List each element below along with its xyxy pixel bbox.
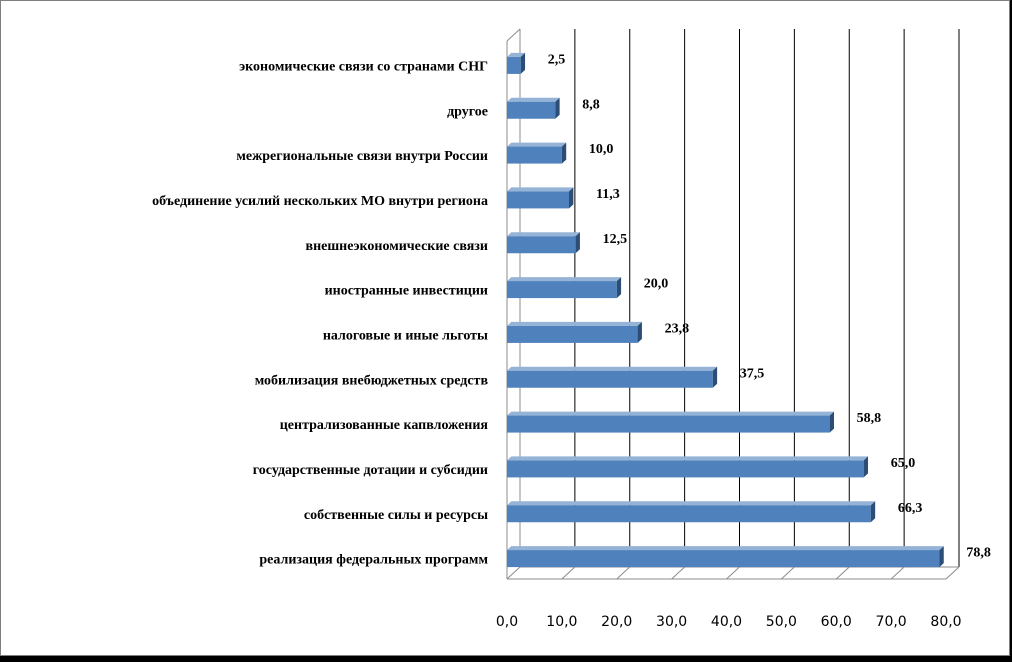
- category-label: государственные дотации и субсидии: [253, 463, 488, 478]
- x-tick-labels: 0,0 10,0 20,0 30,0 40,0 50,0 60,0 70,0 80,0: [496, 614, 962, 630]
- bar: [507, 277, 622, 299]
- bar-side-face: [637, 321, 642, 343]
- bar-top-face: [507, 232, 580, 237]
- floor-line: [671, 566, 685, 580]
- bar-front-face: [507, 415, 830, 433]
- data-label: 11,3: [596, 187, 620, 202]
- bar: [507, 97, 560, 119]
- data-label: 66,3: [898, 501, 923, 516]
- data-label: 37,5: [740, 366, 765, 381]
- data-label: 8,8: [582, 97, 600, 112]
- bars: [507, 52, 944, 568]
- bar-top-face: [507, 366, 718, 371]
- bar-front-face: [507, 281, 617, 299]
- bar: [507, 232, 580, 254]
- bar-top-face: [507, 52, 526, 57]
- floor-line: [616, 566, 631, 580]
- bar-top-face: [507, 97, 560, 102]
- category-labels: реализация федеральных программ собственн…: [152, 59, 488, 567]
- category-label: внешнеэкономические связи: [306, 239, 488, 254]
- bar-side-face: [863, 456, 869, 478]
- data-label: 23,8: [665, 321, 690, 336]
- category-label: централизованные капвложения: [280, 418, 489, 433]
- bar: [507, 142, 567, 164]
- data-label: 10,0: [589, 142, 614, 157]
- floor-line: [726, 566, 740, 580]
- x-tick-label: 70,0: [876, 614, 907, 630]
- floor-line: [835, 566, 850, 580]
- bar-side-face: [575, 232, 580, 254]
- bar-top-face: [507, 501, 876, 506]
- category-label: другое: [447, 104, 488, 119]
- bar: [507, 411, 834, 433]
- category-label: налоговые и иные льготы: [323, 328, 488, 343]
- bar: [507, 52, 526, 74]
- data-label: 20,0: [644, 277, 669, 292]
- bar-front-face: [507, 146, 562, 164]
- x-tick-label: 0,0: [496, 614, 518, 630]
- floor-line: [890, 566, 905, 580]
- category-label: мобилизация внебюджетных средств: [255, 373, 489, 388]
- floor-line: [506, 566, 521, 580]
- bar-front-face: [507, 325, 638, 343]
- bar-top-face: [507, 411, 834, 416]
- bar-top-face: [507, 546, 944, 551]
- grid-lines: [506, 28, 960, 580]
- data-label: 58,8: [857, 411, 882, 426]
- category-label: собственные силы и ресурсы: [304, 508, 488, 523]
- category-label: иностранные инвестиции: [325, 284, 488, 299]
- bar-side-face: [939, 546, 944, 568]
- category-label: межрегиональные связи внутри России: [236, 149, 488, 164]
- bar: [507, 501, 876, 523]
- data-labels: 78,8 66,3 65,0 58,8 37,5 23,8 20,0 12,5 11,3 10,0…: [548, 52, 991, 560]
- x-tick-label: 60,0: [821, 614, 852, 630]
- bar-front-face: [507, 101, 556, 119]
- bar-front-face: [507, 191, 570, 209]
- floor-line: [781, 566, 795, 580]
- bar-top-face: [507, 142, 567, 147]
- category-label: объединение усилий нескольких МО внутри …: [152, 194, 488, 209]
- x-tick-label: 30,0: [656, 614, 687, 630]
- bar-side-face: [555, 97, 560, 119]
- bar-side-face: [520, 52, 526, 74]
- bar-side-face: [569, 187, 574, 209]
- bar-top-face: [507, 321, 642, 326]
- bar-side-face: [712, 366, 718, 388]
- bar-side-face: [829, 411, 834, 433]
- data-label: 78,8: [966, 546, 991, 561]
- bar: [507, 321, 642, 343]
- bar: [507, 456, 869, 478]
- x-tick-label: 50,0: [766, 614, 797, 630]
- bar-front-face: [507, 236, 576, 254]
- bar-side-face: [561, 142, 567, 164]
- bar-front-face: [507, 56, 521, 74]
- bar: [507, 546, 944, 568]
- x-tick-label: 10,0: [546, 614, 577, 630]
- bar-top-face: [507, 187, 574, 192]
- bar: [507, 187, 574, 209]
- category-label: реализация федеральных программ: [259, 553, 488, 568]
- bar-front-face: [507, 370, 713, 388]
- x-tick-label: 80,0: [930, 614, 961, 630]
- bar-front-face: [507, 505, 871, 523]
- bar-top-face: [507, 277, 622, 282]
- bar-top-face: [507, 456, 869, 461]
- x-tick-label: 20,0: [601, 614, 632, 630]
- bar: [507, 366, 718, 388]
- floor-line: [945, 566, 960, 580]
- bar-side-face: [616, 277, 622, 299]
- category-label: экономические связи со странами СНГ: [239, 59, 488, 74]
- data-label: 65,0: [891, 456, 916, 471]
- data-label: 2,5: [548, 52, 566, 67]
- x-tick-label: 40,0: [711, 614, 742, 630]
- side-wall-top-edge: [506, 28, 521, 42]
- bar-side-face: [870, 501, 876, 523]
- data-label: 12,5: [603, 232, 628, 247]
- floor-line: [561, 566, 576, 580]
- bar-front-face: [507, 460, 864, 478]
- bar-front-face: [507, 550, 940, 568]
